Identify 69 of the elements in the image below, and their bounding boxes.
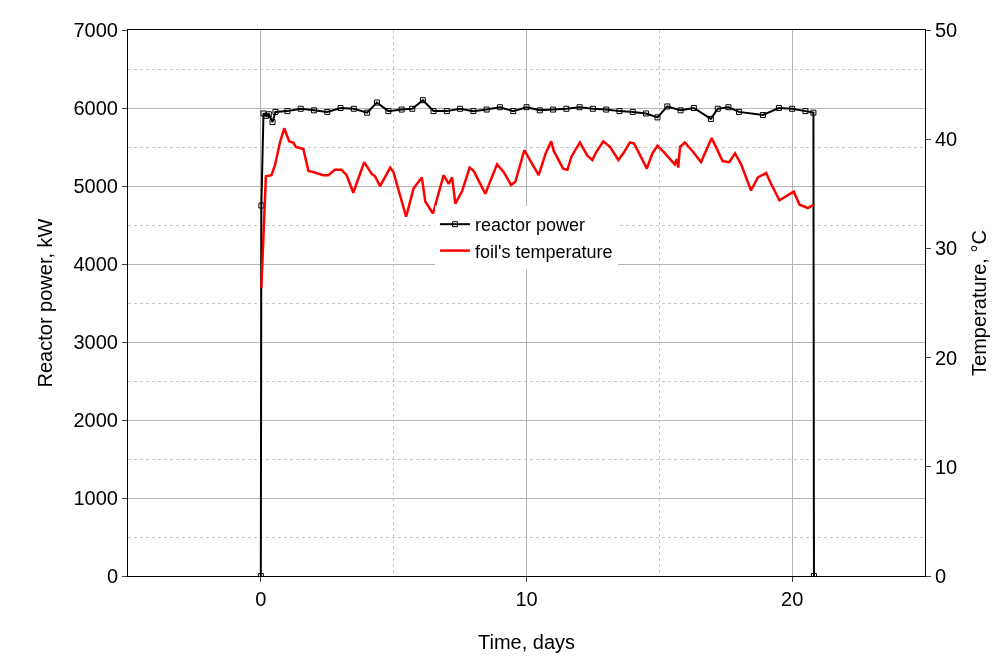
point (550, 106, 557, 113)
point (272, 108, 279, 115)
point (409, 105, 416, 112)
y-tick-label: 5000 (73, 175, 118, 197)
point (258, 202, 265, 209)
y-tick-label: 3000 (73, 331, 118, 353)
point (654, 114, 661, 121)
point (536, 107, 543, 114)
point (496, 104, 503, 111)
point (510, 108, 517, 115)
point (714, 105, 721, 112)
point (629, 108, 636, 115)
point (523, 104, 530, 111)
y-tick-label: 7000 (73, 19, 118, 41)
y-tick-label: 0 (106, 565, 118, 587)
point (616, 108, 623, 115)
point (443, 108, 450, 115)
point (759, 112, 766, 119)
point (470, 108, 477, 115)
y2-tick-label: 10 (935, 455, 958, 478)
x-tick-label: 20 (781, 588, 804, 610)
point (419, 97, 426, 104)
point (310, 107, 317, 114)
y-tick-label: 1000 (73, 487, 118, 509)
point (269, 119, 276, 126)
point (324, 108, 331, 115)
point (789, 105, 796, 112)
point (677, 107, 684, 114)
point (260, 110, 267, 117)
point (385, 108, 392, 115)
y-axis-title: Reactor power, kW (34, 218, 56, 388)
point (664, 103, 671, 110)
x-axis-title: Time, days (477, 630, 576, 653)
y2-tick-label: 20 (935, 346, 958, 369)
x-tick-label: 10 (515, 588, 538, 610)
point (337, 105, 344, 111)
point (398, 106, 405, 113)
y-tick-label: 6000 (73, 97, 118, 119)
y2-tick-label: 30 (935, 237, 958, 260)
y-tick-label: 4000 (73, 253, 118, 275)
point (483, 106, 490, 113)
point (284, 108, 291, 115)
point (690, 105, 697, 111)
y2-tick-label: 40 (935, 128, 958, 151)
y-tick-label: 2000 (73, 409, 118, 431)
y2-axis-title: Temperature, °C (967, 230, 990, 376)
point (603, 106, 610, 113)
y2-tick-label: 50 (935, 19, 958, 41)
point (364, 109, 371, 116)
point (457, 105, 464, 112)
point (775, 105, 782, 111)
point (430, 108, 437, 115)
point (736, 108, 743, 115)
point (643, 110, 650, 117)
x-tick-label: 0 (255, 588, 267, 610)
legend-label: foil's temperature (475, 241, 613, 262)
point (810, 109, 817, 116)
point (563, 105, 570, 112)
legend-label: reactor power (475, 215, 586, 236)
line-series (260, 127, 816, 289)
point (802, 108, 809, 115)
point (576, 104, 583, 111)
point (589, 105, 596, 112)
y2-tick-label: 0 (935, 565, 947, 587)
point (707, 115, 714, 122)
point (373, 99, 380, 106)
point (350, 105, 357, 112)
point (725, 104, 732, 111)
point (297, 105, 304, 112)
